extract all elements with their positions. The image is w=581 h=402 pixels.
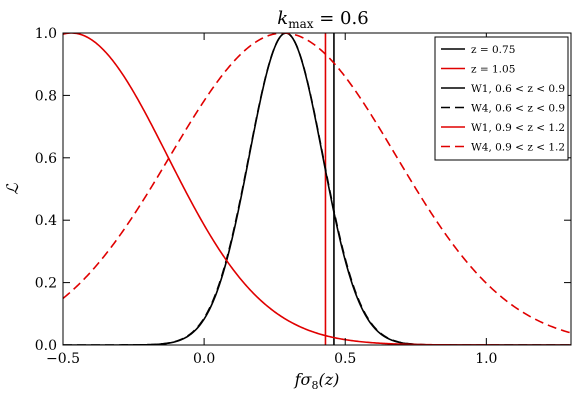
ticks-layer: −0.5 0.0 0.5 1.00.00.20.40.60.81.0 — [35, 26, 571, 367]
legend-entry: z = 0.75 — [471, 44, 515, 56]
y-tick-label: 0.6 — [35, 151, 57, 167]
x-axis-label-sub: 8 — [311, 379, 318, 392]
title-rest: = 0.6 — [314, 8, 369, 29]
plot-frame — [62, 32, 572, 346]
chart-title: kmax = 0.6 — [277, 8, 368, 31]
x-tick-label: 0.0 — [193, 351, 215, 367]
legend-entry: W1, 0.9 < z < 1.2 — [471, 122, 565, 134]
x-tick-label: 1.0 — [475, 351, 497, 367]
x-tick-label: −0.5 — [46, 351, 80, 367]
legend-entry: W4, 0.6 < z < 0.9 — [471, 103, 565, 115]
chart-title-text: kmax = 0.6 — [277, 8, 368, 31]
y-tick-label: 0.4 — [35, 213, 57, 229]
axis-labels: fσ8(z) ℒ — [3, 183, 339, 392]
x-tick-label: 0.5 — [334, 351, 356, 367]
legend: z = 0.75 z = 1.05 W1, 0.6 < z < 0.9 W4, 0.6… — [434, 36, 569, 161]
title-sub: max — [288, 17, 314, 31]
legend-entry: W4, 0.9 < z < 1.2 — [471, 142, 565, 154]
x-axis-label-rest: (z) — [318, 370, 339, 389]
y-tick-label: 0.8 — [35, 88, 57, 104]
y-tick-label: 0.0 — [35, 338, 57, 354]
x-axis-label: fσ8(z) — [294, 370, 340, 392]
y-tick-label: 0.2 — [35, 276, 57, 292]
legend-entry: z = 1.05 — [471, 64, 515, 76]
legend-entry: W1, 0.6 < z < 0.9 — [471, 83, 565, 95]
title-main: k — [277, 8, 288, 29]
x-axis-label-main: fσ — [294, 370, 313, 389]
y-axis-label: ℒ — [3, 183, 22, 195]
y-tick-label: 1.0 — [35, 26, 57, 42]
legend-box — [434, 36, 569, 161]
